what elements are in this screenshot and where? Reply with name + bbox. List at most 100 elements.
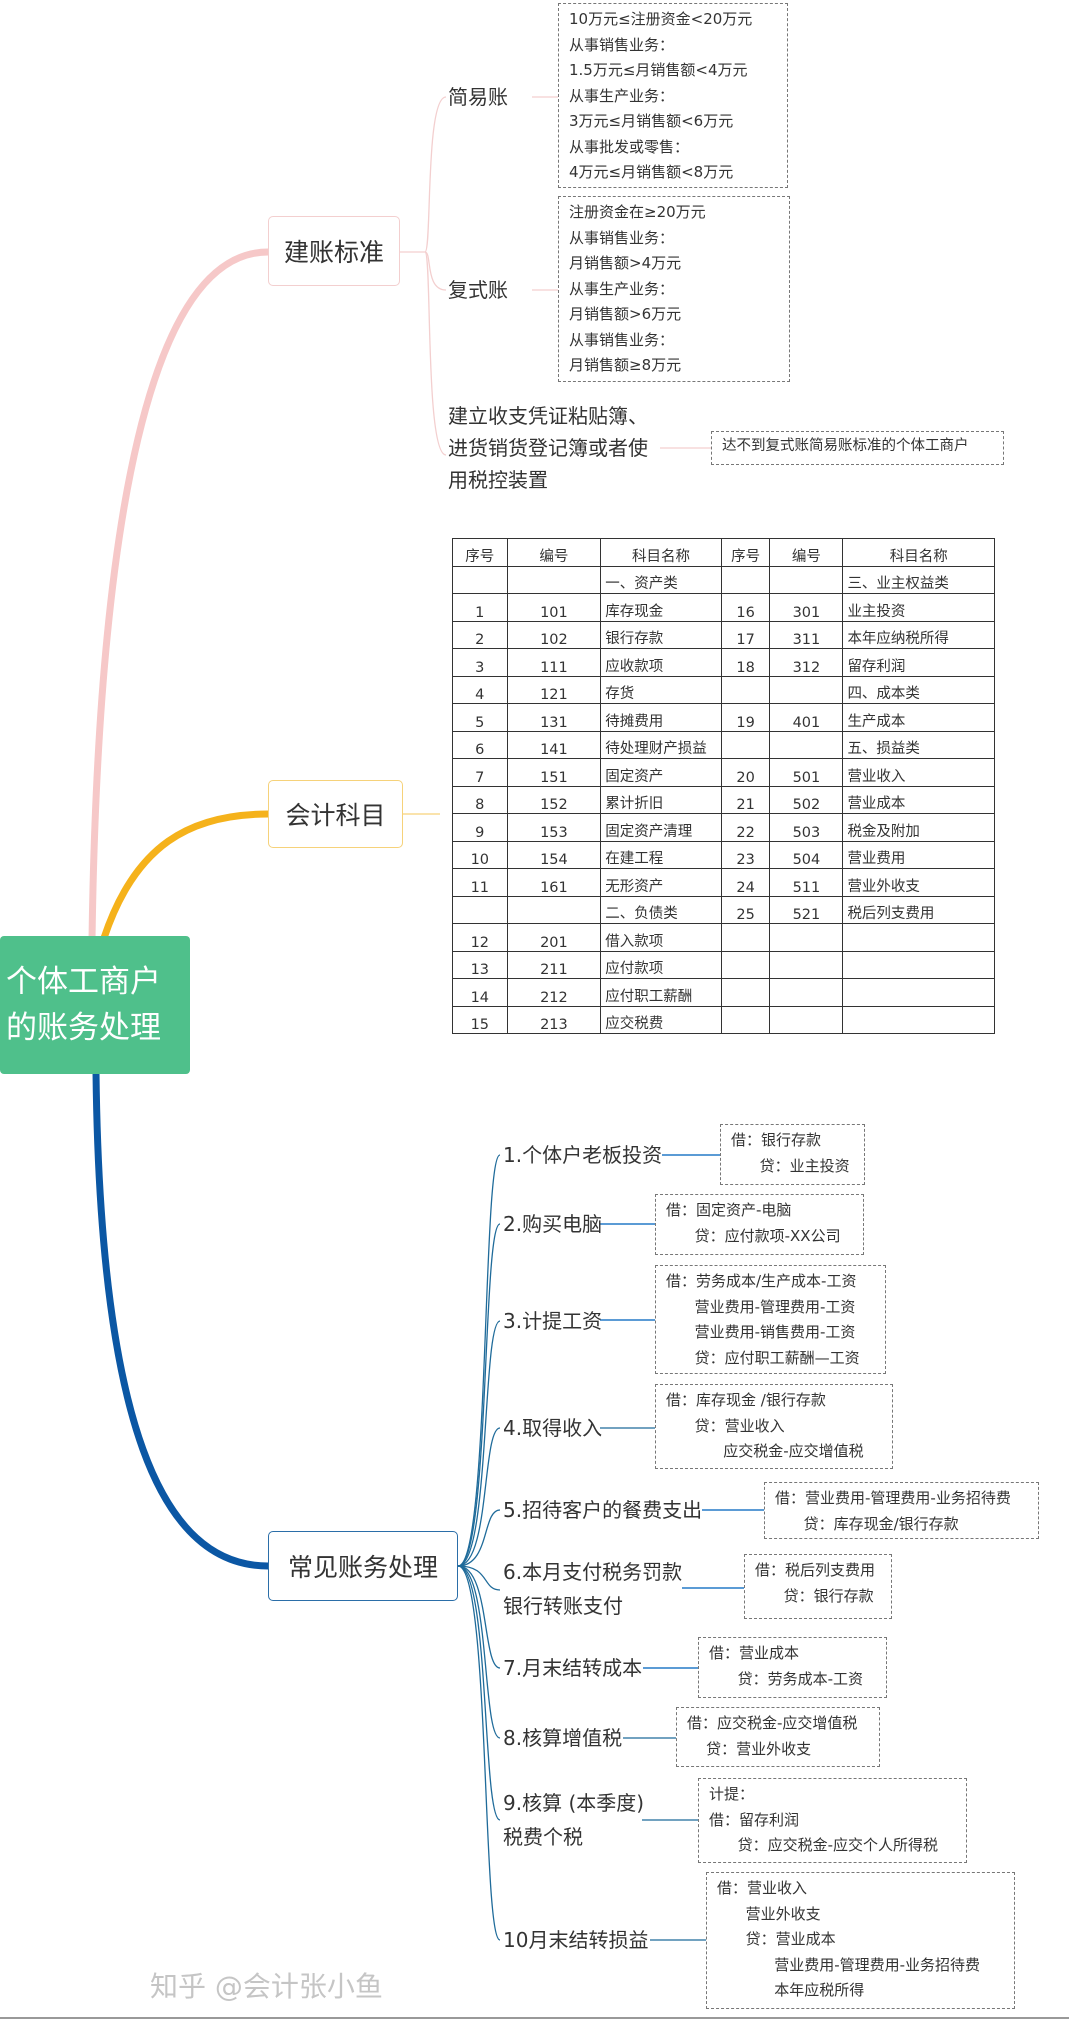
root-title-line2: 的账务处理	[6, 1010, 161, 1046]
table-cell	[769, 978, 844, 1007]
table-cell: 7	[452, 758, 508, 787]
criteria-line: 3万元≤月销售额<6万元	[569, 112, 734, 130]
entry-title: 5.招待客户的餐费支出	[503, 1498, 703, 1522]
entry-item[interactable]: 5.招待客户的餐费支出	[503, 1493, 702, 1527]
entry-item[interactable]: 6.本月支付税务罚款 银行转账支付	[503, 1555, 682, 1623]
table-cell: 营业成本	[842, 785, 995, 814]
table-header-row: 序号 编号 科目名称 序号 编号 科目名称	[452, 538, 995, 567]
entry-title: 2.购买电脑	[503, 1212, 603, 1236]
criteria-line: 10万元≤注册资金<20万元	[569, 10, 753, 28]
table-cell: 无形资产	[600, 868, 722, 897]
entry-title: 8.核算增值税	[503, 1726, 623, 1750]
entry-item[interactable]: 1.个体户老板投资	[503, 1138, 662, 1172]
table-cell: 12	[452, 923, 508, 952]
table-cell	[452, 565, 508, 594]
table-cell: 401	[769, 703, 844, 732]
branch-node-accounts[interactable]: 会计科目	[268, 780, 403, 848]
journal-line: 贷：库存现金/银行存款	[775, 1514, 959, 1533]
column-header: 编号	[769, 538, 844, 567]
table-row: 13 211 应付款项	[452, 950, 995, 979]
branch-line-accounts	[100, 810, 269, 940]
table-cell: 应交税费	[600, 1005, 722, 1034]
node-double-entry-books[interactable]: 复式账	[448, 278, 508, 302]
node-simple-books[interactable]: 简易账	[448, 85, 508, 109]
table-cell	[842, 950, 995, 979]
entry-item[interactable]: 9.核算 (本季度) 税费个税	[503, 1786, 644, 1854]
table-row: 9 153 固定资产清理 22 503 税金及附加	[452, 813, 995, 842]
table-cell: 141	[506, 730, 602, 759]
table-cell: 101	[506, 593, 602, 622]
branch-label: 建账标准	[283, 238, 384, 267]
table-cell: 21	[720, 785, 771, 814]
table-row: 5 131 待摊费用 19 401 生产成本	[452, 703, 995, 732]
table-cell: 312	[769, 648, 844, 677]
journal-entry-box: 借：银行存款 贷：业主投资	[720, 1124, 865, 1185]
table-cell: 201	[506, 923, 602, 952]
table-cell	[769, 950, 844, 979]
table-cell: 17	[720, 620, 771, 649]
table-row: 3 111 应收款项 18 312 留存利润	[452, 648, 995, 677]
table-row: 8 152 累计折旧 21 502 营业成本	[452, 785, 995, 814]
table-row: 1 101 库存现金 16 301 业主投资	[452, 593, 995, 622]
table-cell: 212	[506, 978, 602, 1007]
table-cell	[506, 895, 602, 924]
table-cell: 待处理财产损益	[600, 730, 722, 759]
table-cell: 161	[506, 868, 602, 897]
table-cell: 501	[769, 758, 844, 787]
entry-title: 9.核算 (本季度)	[503, 1791, 645, 1815]
entry-item[interactable]: 8.核算增值税	[503, 1721, 622, 1755]
table-row: 4 121 存货 四、成本类	[452, 675, 995, 704]
branch-node-standards[interactable]: 建账标准	[268, 216, 400, 286]
column-header: 科目名称	[600, 538, 722, 567]
branch-label: 常见账务处理	[287, 1553, 438, 1582]
journal-entry-box: 借：库存现金 /银行存款 贷：营业收入 应交税金-应交增值税	[655, 1384, 893, 1469]
journal-entry-box: 计提： 借：留存利润 贷：应交税金-应交个人所得税	[698, 1778, 967, 1863]
journal-line: 借：劳务成本/生产成本-工资	[666, 1272, 857, 1290]
node-other-books[interactable]: 建立收支凭证粘贴簿、 进货销货登记簿或者使 用税控装置	[448, 400, 648, 496]
table-cell	[506, 565, 602, 594]
table-row: 二、负债类 25 521 税后列支费用	[452, 895, 995, 924]
table-cell	[452, 895, 508, 924]
table-row: 10 154 在建工程 23 504 营业费用	[452, 840, 995, 869]
entry-item[interactable]: 2.购买电脑	[503, 1207, 602, 1241]
table-cell: 一、资产类	[600, 565, 722, 594]
table-cell: 二、负债类	[600, 895, 722, 924]
journal-entry-box: 借：应交税金-应交增值税 贷：营业外收支	[676, 1707, 880, 1767]
table-cell: 131	[506, 703, 602, 732]
table-cell	[720, 978, 771, 1007]
criteria-line: 月销售额≥8万元	[569, 356, 682, 374]
branch-line-entries	[92, 1071, 269, 1570]
watermark: 知乎 @会计张小鱼	[150, 1970, 383, 2003]
entry-item[interactable]: 10月末结转损益	[503, 1923, 648, 1957]
journal-line: 贷：营业收入	[666, 1416, 785, 1435]
table-cell: 521	[769, 895, 844, 924]
table-cell: 营业外收支	[842, 868, 995, 897]
table-cell: 生产成本	[842, 703, 995, 732]
table-cell: 102	[506, 620, 602, 649]
criteria-line: 从事生产业务：	[569, 86, 675, 105]
entry-title: 税费个税	[503, 1825, 583, 1849]
simple-books-criteria: 10万元≤注册资金<20万元 从事销售业务： 1.5万元≤月销售额<4万元 从事生产业…	[558, 3, 788, 188]
entry-item[interactable]: 7.月末结转成本	[503, 1651, 642, 1685]
branch-node-entries[interactable]: 常见账务处理	[268, 1531, 458, 1601]
journal-entry-box: 借：固定资产-电脑 贷：应付款项-XX公司	[655, 1194, 864, 1255]
criteria-line: 从事生产业务：	[569, 279, 675, 298]
journal-line: 贷：营业成本	[717, 1930, 836, 1948]
table-cell: 业主投资	[842, 593, 995, 622]
journal-line: 贷：银行存款	[755, 1586, 874, 1605]
table-cell: 16	[720, 593, 771, 622]
entry-item[interactable]: 3.计提工资	[503, 1304, 602, 1338]
table-cell: 211	[506, 950, 602, 979]
table-cell: 311	[769, 620, 844, 649]
table-row: 11 161 无形资产 24 511 营业外收支	[452, 868, 995, 897]
journal-line: 借：银行存款	[731, 1131, 822, 1149]
entry-item[interactable]: 4.取得收入	[503, 1411, 602, 1445]
journal-line: 贷：劳务成本-工资	[709, 1669, 864, 1688]
journal-entry-box: 借：营业成本 贷：劳务成本-工资	[698, 1637, 887, 1698]
table-cell	[720, 950, 771, 979]
table-cell: 11	[452, 868, 508, 897]
root-node[interactable]: 个体工商户 的账务处理	[0, 936, 190, 1074]
table-cell: 25	[720, 895, 771, 924]
column-header: 序号	[452, 538, 508, 567]
branch-line-standards	[88, 248, 269, 941]
